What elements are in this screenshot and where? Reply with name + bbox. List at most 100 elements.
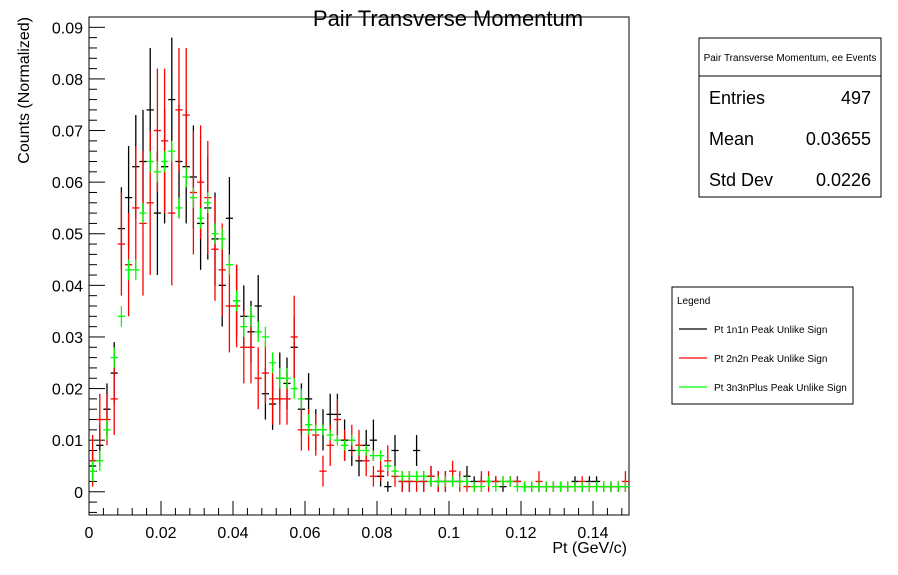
data-point bbox=[549, 481, 557, 492]
y-tick-label: 0 bbox=[74, 485, 83, 502]
stats-stddev-label: Std Dev bbox=[709, 170, 773, 190]
data-point bbox=[369, 450, 377, 461]
data-point bbox=[571, 481, 579, 492]
data-point bbox=[153, 161, 161, 183]
stats-stddev-value: 0.0226 bbox=[816, 170, 871, 190]
data-point bbox=[175, 47, 183, 172]
data-point bbox=[290, 295, 298, 379]
data-point bbox=[477, 481, 485, 492]
y-tick-label: 0.07 bbox=[52, 124, 83, 141]
data-point bbox=[391, 465, 399, 477]
data-point bbox=[161, 151, 169, 172]
y-tick-label: 0.01 bbox=[52, 433, 83, 450]
data-point bbox=[427, 476, 435, 487]
x-tick-label: 0.12 bbox=[505, 525, 536, 542]
data-point bbox=[333, 435, 341, 446]
data-point bbox=[413, 435, 421, 466]
plot-frame bbox=[88, 16, 630, 516]
data-point bbox=[506, 476, 514, 487]
data-point bbox=[139, 202, 147, 224]
chart-title: Pair Transverse Momentum bbox=[313, 6, 583, 31]
data-point bbox=[297, 388, 305, 410]
legend-label: Pt 2n2n Peak Unlike Sign bbox=[714, 354, 827, 365]
data-point bbox=[348, 435, 356, 446]
x-axis-ticks: 0 0.02 0.04 0.06 0.08 0.1 0.12 0.14 bbox=[85, 501, 623, 542]
data-point bbox=[377, 460, 385, 482]
y-tick-label: 0.09 bbox=[52, 20, 83, 37]
data-point bbox=[434, 476, 442, 487]
data-point bbox=[463, 476, 471, 487]
legend-entry: Pt 1n1n Peak Unlike Sign bbox=[679, 325, 827, 336]
data-point bbox=[492, 481, 500, 492]
data-point bbox=[261, 326, 269, 348]
series-2 bbox=[89, 47, 629, 492]
data-point bbox=[283, 367, 291, 389]
data-point bbox=[312, 424, 320, 436]
x-tick-label: 0.02 bbox=[145, 525, 176, 542]
data-point bbox=[290, 378, 298, 399]
y-tick-label: 0.04 bbox=[52, 278, 83, 295]
data-point bbox=[420, 471, 428, 482]
data-point bbox=[305, 414, 313, 436]
data-point bbox=[621, 481, 629, 492]
data-point bbox=[614, 481, 622, 492]
data-point bbox=[269, 352, 277, 374]
data-point bbox=[103, 419, 111, 441]
data-point bbox=[89, 460, 97, 482]
data-point bbox=[225, 254, 233, 276]
data-point bbox=[319, 455, 327, 487]
y-tick-label: 0.02 bbox=[52, 382, 83, 399]
data-point bbox=[197, 207, 205, 229]
data-point bbox=[269, 373, 277, 425]
data-point bbox=[233, 290, 241, 312]
data-point bbox=[593, 481, 601, 492]
series-3 bbox=[89, 140, 629, 492]
x-axis-label: Pt (GeV/c) bbox=[552, 540, 627, 557]
data-point bbox=[398, 471, 406, 482]
data-point bbox=[276, 367, 284, 389]
data-point bbox=[362, 445, 370, 456]
data-point bbox=[485, 476, 493, 487]
y-tick-label: 0.05 bbox=[52, 227, 83, 244]
x-tick-label: 0.14 bbox=[577, 525, 608, 542]
data-point bbox=[377, 450, 385, 461]
y-tick-label: 0.06 bbox=[52, 175, 83, 192]
data-point bbox=[607, 481, 615, 492]
data-point bbox=[168, 140, 176, 286]
data-point bbox=[456, 476, 464, 487]
data-point bbox=[600, 481, 608, 492]
data-point bbox=[405, 471, 413, 482]
x-tick-label: 0 bbox=[85, 525, 94, 542]
data-point bbox=[96, 450, 104, 472]
data-point bbox=[168, 140, 176, 162]
data-point bbox=[542, 481, 550, 492]
data-point bbox=[161, 68, 169, 214]
stats-entries-label: Entries bbox=[709, 88, 765, 108]
stats-box-title: Pair Transverse Momentum, ee Events bbox=[704, 53, 877, 64]
data-point bbox=[326, 429, 334, 441]
legend-label: Pt 3n3nPlus Peak Unlike Sign bbox=[714, 383, 847, 394]
stats-box: Pair Transverse Momentum, ee Events Entr… bbox=[698, 37, 882, 198]
data-point bbox=[261, 342, 269, 405]
data-point bbox=[240, 316, 248, 337]
data-point bbox=[218, 228, 226, 250]
data-point bbox=[449, 476, 457, 487]
data-point bbox=[333, 398, 341, 441]
data-point bbox=[175, 197, 183, 219]
x-tick-label: 0.04 bbox=[217, 525, 248, 542]
data-point bbox=[384, 481, 392, 492]
data-point bbox=[355, 445, 363, 456]
y-tick-label: 0.03 bbox=[52, 330, 83, 347]
data-point bbox=[182, 166, 190, 188]
legend-entry: Pt 2n2n Peak Unlike Sign bbox=[679, 354, 827, 365]
data-point bbox=[499, 476, 507, 487]
data-point bbox=[369, 465, 377, 487]
data-point bbox=[319, 424, 327, 436]
data-point bbox=[211, 223, 219, 245]
data-point bbox=[513, 481, 521, 492]
y-axis-ticks: 0 0.01 0.02 0.03 0.04 0.05 0.06 0.07 0.08 0.09 bbox=[52, 20, 105, 513]
data-point bbox=[211, 197, 219, 301]
data-point bbox=[110, 347, 118, 368]
data-point bbox=[96, 393, 104, 446]
